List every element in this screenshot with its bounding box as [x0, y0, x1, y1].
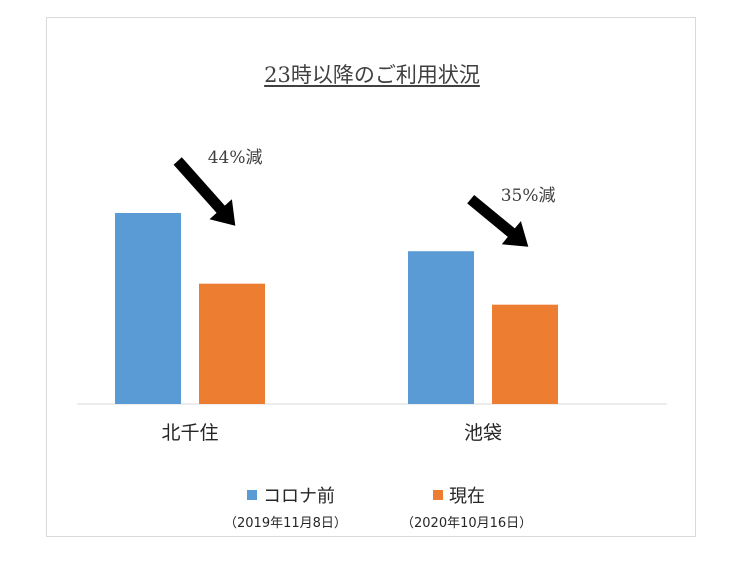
- category-label-1: 池袋: [464, 422, 502, 444]
- annotation-arrow-0: [173, 157, 236, 226]
- annotation-arrow-1: [467, 195, 529, 247]
- bar-0-1: [199, 283, 265, 404]
- bar-1-0: [408, 251, 474, 404]
- legend-period-now: （2020年10月16日）: [401, 516, 533, 531]
- legend-period-before: （2019年11月8日）: [224, 516, 347, 531]
- legend-label-now: 現在: [449, 486, 485, 507]
- bar-0-0: [115, 213, 181, 404]
- category-label-0: 北千住: [161, 422, 218, 444]
- legend-item-now: 現在: [433, 482, 485, 508]
- bar-1-1: [492, 304, 558, 404]
- annotation-label-0: 44%減: [208, 148, 263, 168]
- chart-title: 23時以降のご利用状況: [264, 63, 480, 87]
- annotation-label-1: 35%減: [501, 186, 556, 206]
- plot-area: 北千住 44%減池袋 35%減: [77, 148, 667, 444]
- chart-frame: 23時以降のご利用状況 北千住 44%減池袋 35%減 コロナ前 （2019年11月…: [46, 17, 696, 537]
- legend-swatch-now: [433, 490, 443, 500]
- legend-swatch-before: [247, 490, 257, 500]
- legend: コロナ前 （2019年11月8日） 現在 （2020年10月16日）: [47, 18, 697, 538]
- legend-label-before: コロナ前: [263, 486, 335, 507]
- legend-item-before: コロナ前: [247, 482, 335, 508]
